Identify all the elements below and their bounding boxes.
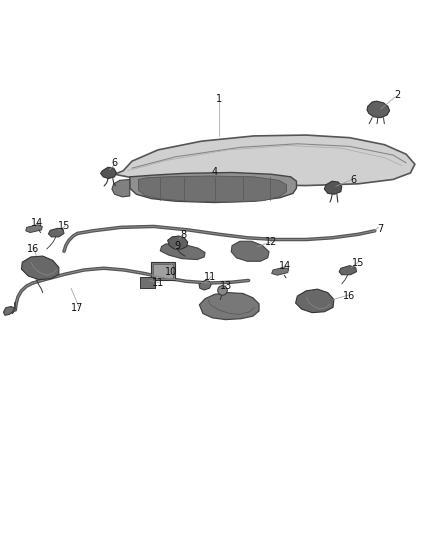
Text: 13: 13 xyxy=(220,281,232,291)
Text: 1: 1 xyxy=(216,94,222,104)
Text: 9: 9 xyxy=(175,240,181,251)
Text: 8: 8 xyxy=(180,230,187,240)
Text: 4: 4 xyxy=(212,167,218,176)
Polygon shape xyxy=(296,289,334,313)
Text: 15: 15 xyxy=(58,221,71,231)
Text: 14: 14 xyxy=(279,261,291,271)
Text: 16: 16 xyxy=(343,291,355,301)
FancyBboxPatch shape xyxy=(153,264,173,278)
Text: 11: 11 xyxy=(152,278,164,288)
Polygon shape xyxy=(130,173,297,203)
Circle shape xyxy=(218,286,227,295)
Text: 6: 6 xyxy=(112,158,118,168)
Polygon shape xyxy=(324,181,342,194)
Polygon shape xyxy=(26,225,42,232)
Text: 14: 14 xyxy=(31,218,43,228)
Text: 15: 15 xyxy=(352,258,364,268)
Text: 7: 7 xyxy=(377,224,383,233)
Polygon shape xyxy=(367,101,390,118)
Text: 12: 12 xyxy=(265,237,277,247)
Text: 11: 11 xyxy=(204,272,216,282)
Polygon shape xyxy=(272,268,289,275)
Polygon shape xyxy=(112,180,130,197)
Polygon shape xyxy=(168,236,187,249)
Text: 16: 16 xyxy=(27,244,39,254)
Polygon shape xyxy=(4,302,15,315)
Text: 10: 10 xyxy=(165,266,177,277)
Polygon shape xyxy=(101,167,116,179)
Polygon shape xyxy=(48,228,64,237)
Text: 17: 17 xyxy=(71,303,84,313)
Bar xyxy=(140,277,155,288)
Polygon shape xyxy=(21,256,59,279)
Text: 6: 6 xyxy=(351,175,357,185)
Polygon shape xyxy=(231,241,269,261)
Polygon shape xyxy=(160,244,205,260)
Polygon shape xyxy=(199,293,259,320)
Polygon shape xyxy=(115,135,415,185)
Polygon shape xyxy=(199,280,211,290)
Polygon shape xyxy=(339,265,357,275)
Polygon shape xyxy=(138,176,286,202)
Text: 2: 2 xyxy=(394,90,401,100)
FancyBboxPatch shape xyxy=(151,262,175,279)
